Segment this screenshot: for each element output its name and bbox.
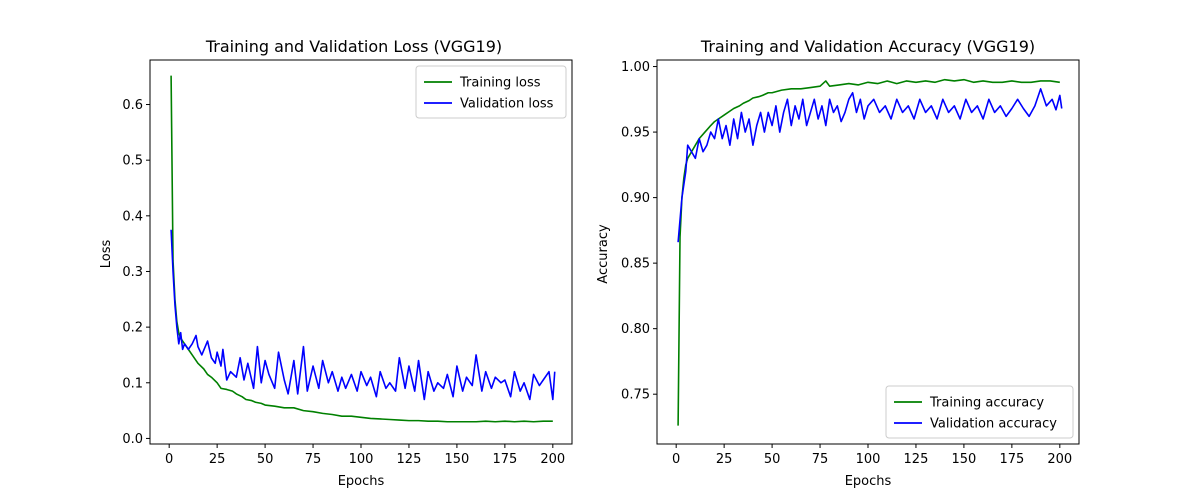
accuracy-x-tick-label: 125 (904, 452, 929, 467)
accuracy-x-tick-label: 75 (812, 452, 829, 467)
loss-x-tick-label: 100 (349, 452, 374, 467)
loss-x-tick-label: 175 (492, 452, 517, 467)
loss-y-tick-label: 0.5 (122, 154, 143, 169)
loss-y-tick-label: 0.2 (122, 321, 143, 336)
accuracy-chart: Training and Validation Accuracy (VGG19)… (596, 37, 1080, 489)
loss-y-tick-label: 0.3 (122, 265, 143, 280)
accuracy-x-tick-label: 25 (716, 452, 733, 467)
loss-y-tick-label: 0.1 (122, 376, 143, 391)
loss-x-tick-label: 0 (165, 452, 173, 467)
accuracy-x-tick-label: 200 (1047, 452, 1072, 467)
accuracy-legend-label-0: Training accuracy (929, 396, 1044, 411)
accuracy-series-line-0 (677, 78, 1060, 426)
accuracy-y-tick-label: 0.85 (621, 257, 650, 272)
loss-legend-label-0: Training loss (459, 76, 541, 91)
loss-x-tick-label: 25 (209, 452, 226, 467)
accuracy-y-tick-label: 0.80 (621, 322, 650, 337)
loss-chart-title: Training and Validation Loss (VGG19) (205, 37, 502, 56)
accuracy-y-tick-label: 0.90 (621, 191, 650, 206)
accuracy-chart-xlabel: Epochs (845, 474, 892, 489)
accuracy-x-tick-label: 0 (672, 452, 680, 467)
accuracy-chart-ylabel: Accuracy (596, 224, 611, 284)
accuracy-chart-legend: Training accuracy Validation accuracy (885, 385, 1074, 439)
accuracy-series-line-1 (677, 88, 1063, 243)
accuracy-x-tick-label: 50 (764, 452, 781, 467)
accuracy-y-tick-label: 0.95 (621, 126, 650, 141)
accuracy-x-tick-label: 100 (856, 452, 881, 467)
loss-chart-ylabel: Loss (99, 240, 114, 269)
accuracy-x-tick-label: 150 (951, 452, 976, 467)
loss-x-tick-label: 125 (397, 452, 422, 467)
accuracy-legend-label-1: Validation accuracy (930, 417, 1057, 432)
loss-chart-xlabel: Epochs (338, 474, 385, 489)
accuracy-chart-title: Training and Validation Accuracy (VGG19) (700, 37, 1035, 56)
loss-series-line-1 (170, 229, 556, 401)
loss-legend-box (415, 65, 567, 119)
loss-legend-label-1: Validation loss (460, 97, 554, 112)
loss-chart: Training and Validation Loss (VGG19) Epo… (99, 37, 573, 489)
accuracy-y-tick-label: 0.75 (621, 388, 650, 403)
accuracy-x-tick-label: 175 (999, 452, 1024, 467)
accuracy-y-tick-label: 1.00 (621, 60, 650, 75)
loss-y-tick-label: 0.6 (122, 98, 143, 113)
loss-x-tick-label: 75 (305, 452, 322, 467)
loss-x-tick-label: 150 (444, 452, 469, 467)
loss-chart-legend: Training loss Validation loss (415, 65, 567, 119)
loss-x-tick-label: 50 (257, 452, 274, 467)
loss-y-tick-label: 0.4 (122, 209, 143, 224)
loss-x-tick-label: 200 (540, 452, 565, 467)
accuracy-legend-box (885, 385, 1074, 439)
loss-y-tick-label: 0.0 (122, 432, 143, 447)
loss-series-line-0 (170, 75, 553, 423)
